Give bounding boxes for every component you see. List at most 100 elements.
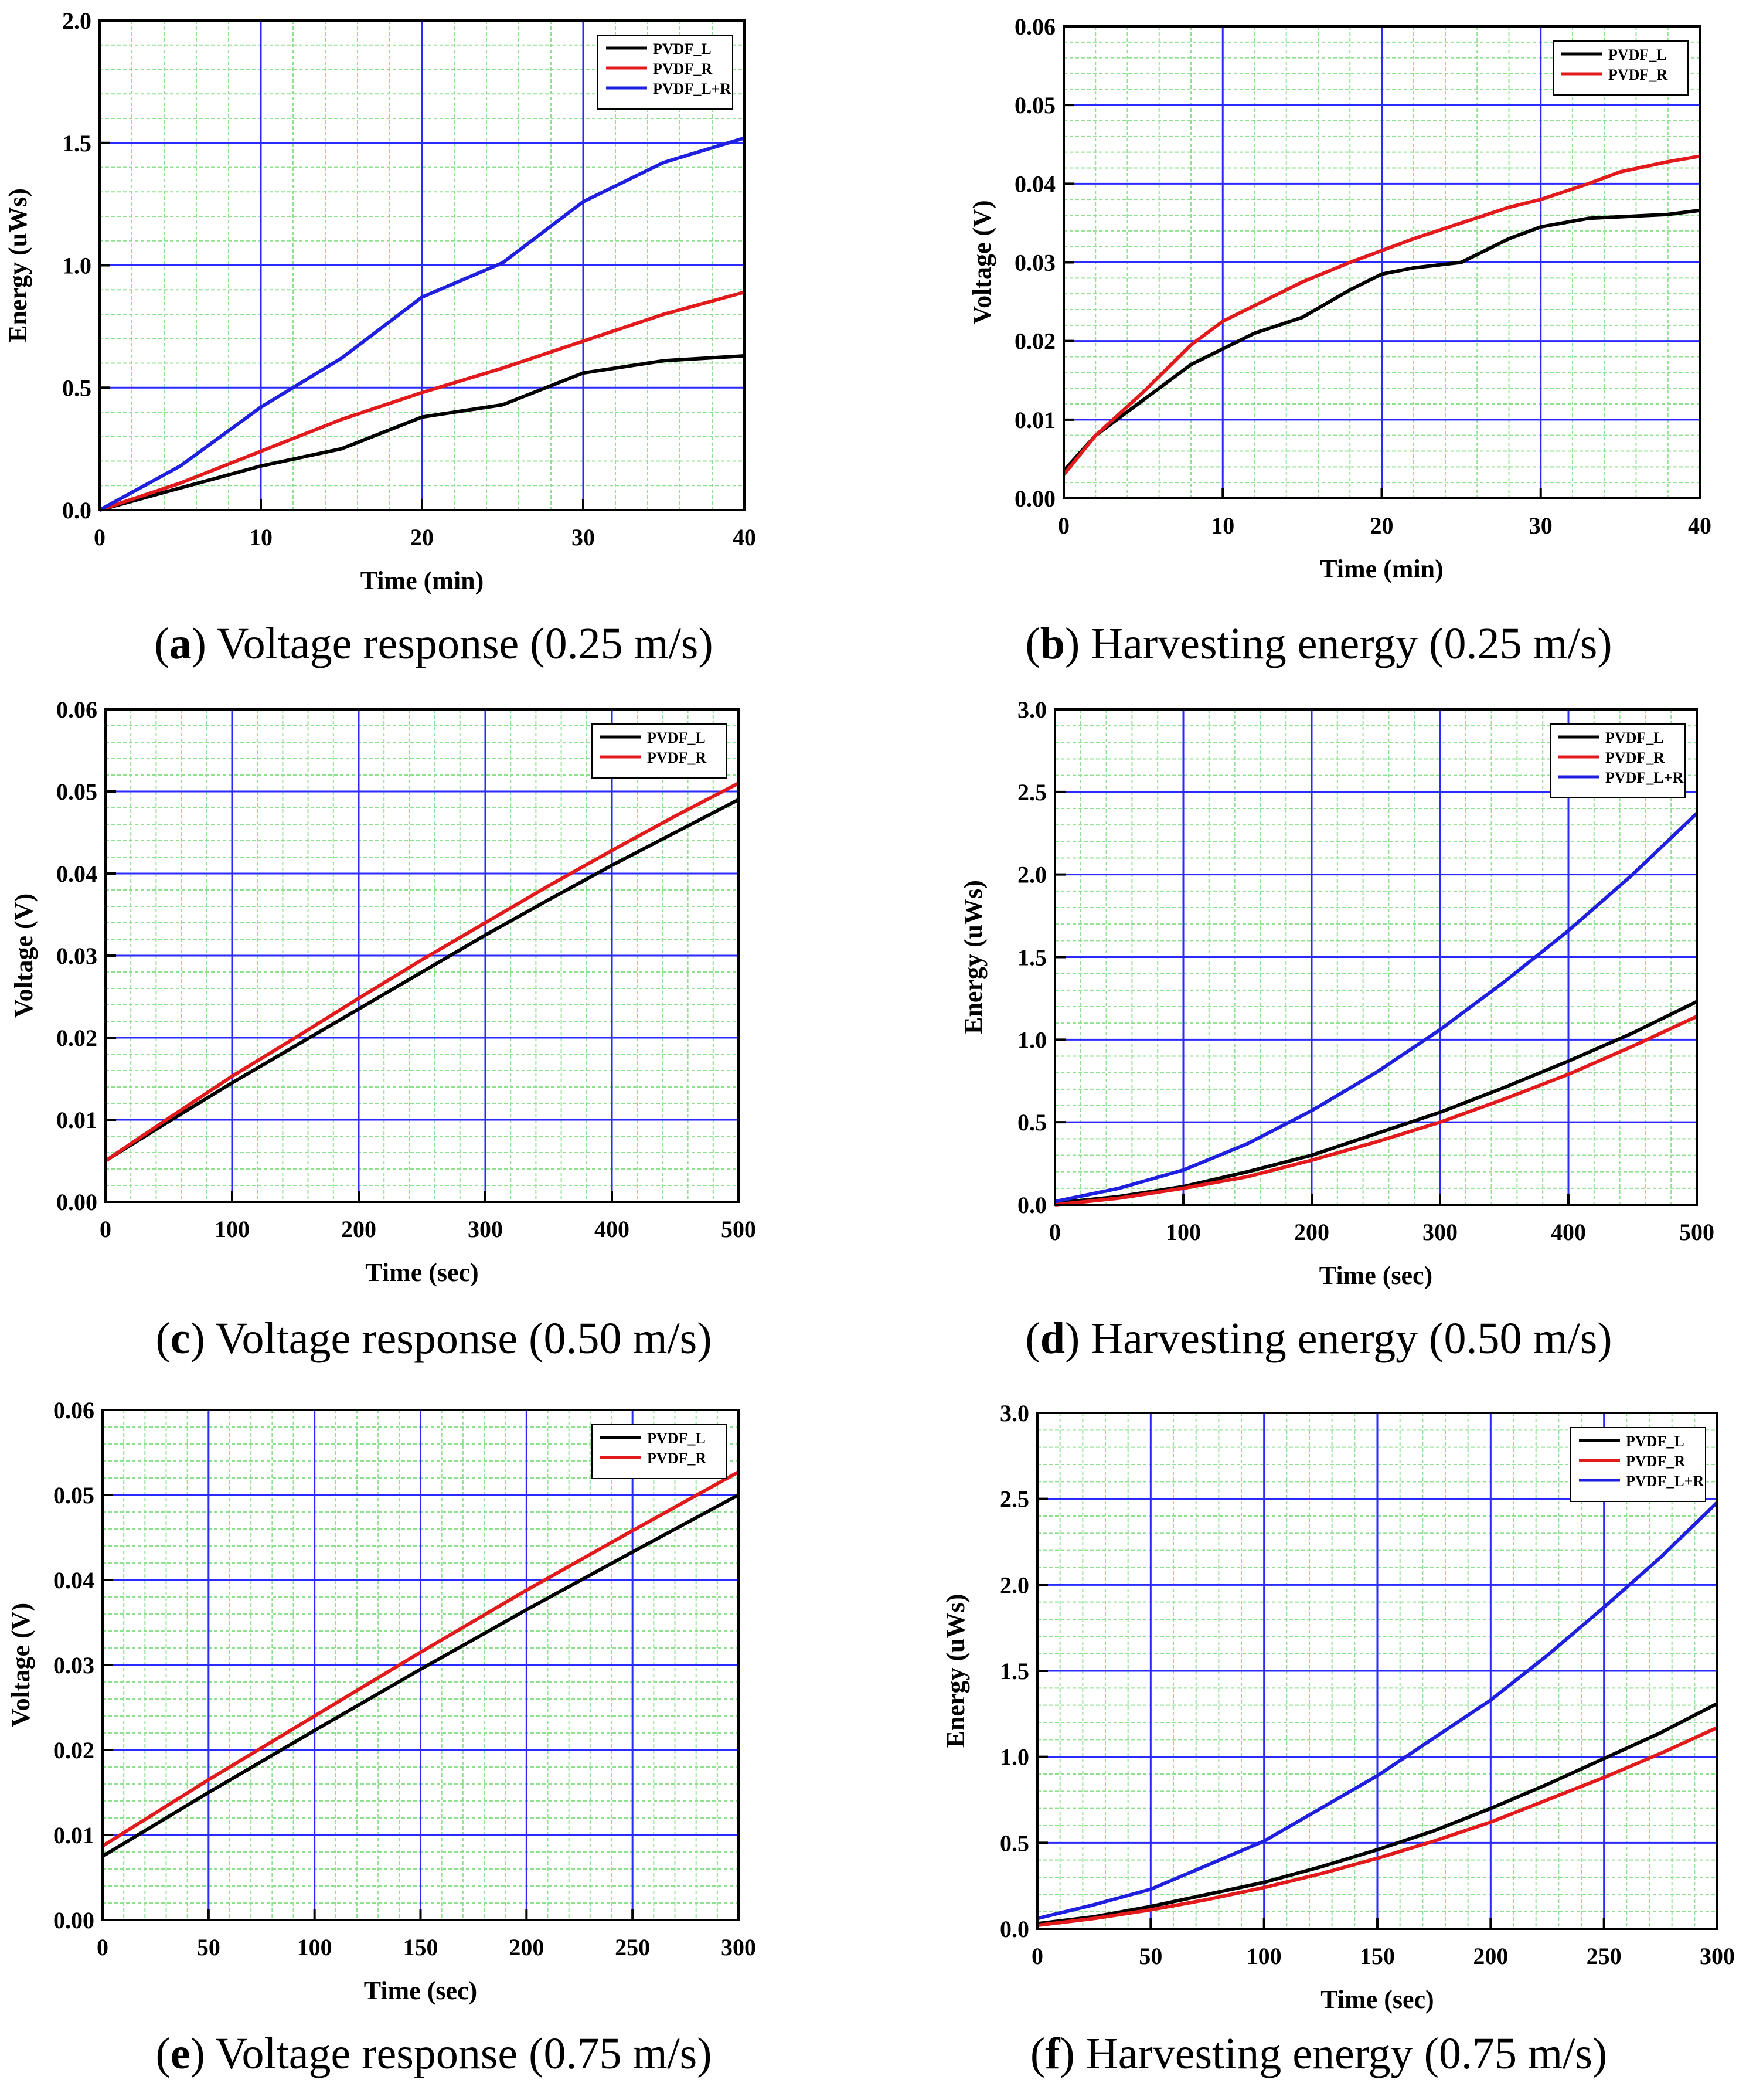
y-tick-label: 0.5 [1017, 1109, 1047, 1136]
y-tick-label: 0.02 [53, 1737, 94, 1763]
x-tick-label: 40 [733, 524, 756, 551]
series-line-pvdf-l [1037, 1702, 1718, 1926]
panel-c: 0 100 200 300 400 500 0.00 0.01 0.02 0.03 0.04 0.05… [9, 696, 756, 1287]
caption-letter: f [1045, 2029, 1060, 2078]
caption-text: Voltage response (0.25 m/s) [216, 619, 713, 668]
series-line-pvdf-r [1054, 1015, 1698, 1207]
y-tick-label: 1.0 [1000, 1744, 1029, 1771]
y-tick-label: 0.05 [53, 1482, 94, 1508]
caption-letter: c [170, 1314, 190, 1363]
panel-caption-a: (a) Voltage response (0.25 m/s) [154, 619, 713, 668]
x-tick-label: 0 [1049, 1219, 1061, 1245]
y-tick-label: 1.5 [1017, 944, 1047, 971]
legend-entry: PVDF_R [1608, 66, 1667, 83]
y-tick-label: 0.00 [56, 1189, 97, 1215]
legend-entry: PVDF_L [653, 40, 712, 57]
legend: PVDF_L PVDF_R [591, 1424, 727, 1479]
x-tick-label: 250 [1587, 1943, 1622, 1969]
y-tick-label: 3.0 [1017, 696, 1047, 723]
legend-entry: PVDF_L [1626, 1433, 1684, 1450]
legend-entry: PVDF_R [647, 1450, 706, 1467]
caption-letter: d [1040, 1314, 1065, 1363]
y-tick-label: 0.05 [1015, 92, 1056, 118]
panel-f: 0 50 100 150 200 250 300 0.0 0.5 1.0 1.5 2.0 2.5 3.0 T… [941, 1400, 1735, 2014]
x-tick-label: 200 [509, 1934, 544, 1960]
legend-entry: PVDF_L [647, 729, 706, 746]
series-line-pvdf-l-r [1037, 1501, 1719, 1921]
legend-entry: PVDF_R [653, 60, 712, 77]
x-tick-label: 50 [197, 1934, 220, 1960]
series-line-pvdf-l [99, 354, 745, 512]
x-tick-label: 20 [1370, 512, 1394, 539]
legend: PVDF_L PVDF_R PVDF_L+R [1550, 723, 1686, 798]
y-tick-label: 2.0 [62, 8, 91, 34]
x-tick-label: 300 [468, 1216, 503, 1242]
y-tick-label: 0.06 [56, 696, 97, 723]
series-line-pvdf-l-r [1054, 812, 1699, 1204]
caption-text: Harvesting energy (0.50 m/s) [1091, 1314, 1612, 1363]
y-axis-label: Energy (uWs) [941, 1594, 970, 1748]
panel-a: 0 10 20 30 40 0.0 0.5 1.0 1.5 2.0 Time (min) Energy… [4, 8, 756, 595]
x-tick-label: 50 [1139, 1943, 1162, 1969]
x-tick-label: 40 [1688, 512, 1711, 539]
caption-letter: a [169, 619, 192, 668]
y-tick-label: 0.03 [56, 943, 97, 969]
y-tick-label: 0.0 [1017, 1192, 1047, 1218]
panel-e: 0 50 100 150 200 250 300 0.00 0.01 0.02 0.03 0.04 0.… [6, 1397, 756, 2005]
x-tick-label: 400 [594, 1216, 629, 1242]
legend-entry: PVDF_L [647, 1430, 706, 1447]
x-tick-label: 100 [1247, 1943, 1282, 1969]
major-grid [100, 21, 744, 510]
legend-entry: PVDF_R [647, 749, 706, 766]
x-tick-label: 30 [571, 524, 595, 551]
y-tick-label: 0.01 [56, 1107, 97, 1133]
y-tick-label: 0.06 [1015, 13, 1056, 40]
x-tick-label: 30 [1529, 512, 1553, 539]
y-tick-label: 3.0 [1000, 1400, 1029, 1426]
x-axis-label: Time (sec) [364, 1976, 477, 2005]
y-tick-label: 0.04 [1015, 171, 1056, 197]
panel-caption-b: (b) Harvesting energy (0.25 m/s) [1025, 619, 1612, 668]
y-tick-label: 0.01 [1015, 407, 1056, 433]
legend-entry: PVDF_L [1608, 46, 1667, 63]
y-tick-label: 0.03 [53, 1652, 94, 1678]
y-tick-label: 1.0 [62, 253, 91, 279]
legend-entry: PVDF_R [1626, 1453, 1685, 1470]
series-line-pvdf-r [104, 781, 740, 1163]
x-tick-label: 100 [215, 1216, 250, 1242]
major-grid [103, 1410, 738, 1920]
y-tick-label: 2.0 [1000, 1572, 1029, 1598]
x-tick-label: 150 [403, 1934, 438, 1960]
panel-b: 0 10 20 30 40 0.00 0.01 0.02 0.03 0.04 0.05 0.06 Tim… [968, 13, 1711, 583]
y-tick-label: 2.5 [1000, 1486, 1029, 1513]
x-tick-label: 200 [1294, 1219, 1329, 1245]
x-tick-label: 0 [1032, 1943, 1043, 1969]
y-tick-label: 0.00 [1015, 485, 1056, 512]
series-line-pvdf-l-r [98, 136, 745, 512]
major-grid [105, 709, 738, 1202]
x-tick-label: 100 [1166, 1219, 1201, 1245]
x-tick-label: 500 [1679, 1219, 1714, 1245]
x-axis-label: Time (sec) [1320, 1985, 1434, 2014]
x-tick-label: 10 [1211, 512, 1234, 539]
y-tick-label: 0.04 [56, 861, 97, 887]
series-line-pvdf-r [99, 290, 745, 512]
legend-box [591, 1424, 727, 1479]
y-tick-label: 0.00 [53, 1907, 94, 1934]
x-tick-label: 0 [94, 524, 105, 551]
panel-caption-d: (d) Harvesting energy (0.50 m/s) [1025, 1314, 1612, 1363]
legend: PVDF_L PVDF_R PVDF_L+R [597, 35, 733, 110]
y-tick-label: 0.5 [1000, 1830, 1029, 1856]
x-tick-label: 500 [721, 1216, 756, 1242]
y-axis-label: Voltage (V) [9, 893, 38, 1018]
panel-d: 0 100 200 300 400 500 0.0 0.5 1.0 1.5 2.0 2.5 3.0 Tim… [959, 696, 1714, 1290]
y-axis-label: Energy (uWs) [959, 880, 988, 1034]
legend: PVDF_L PVDF_R [591, 723, 727, 779]
x-tick-label: 10 [249, 524, 273, 551]
y-tick-label: 0.02 [56, 1025, 97, 1051]
x-axis-label: Time (min) [360, 566, 484, 595]
caption-letter: b [1040, 619, 1065, 668]
y-tick-label: 0.04 [53, 1567, 94, 1593]
y-axis-label: Voltage (V) [6, 1603, 35, 1727]
